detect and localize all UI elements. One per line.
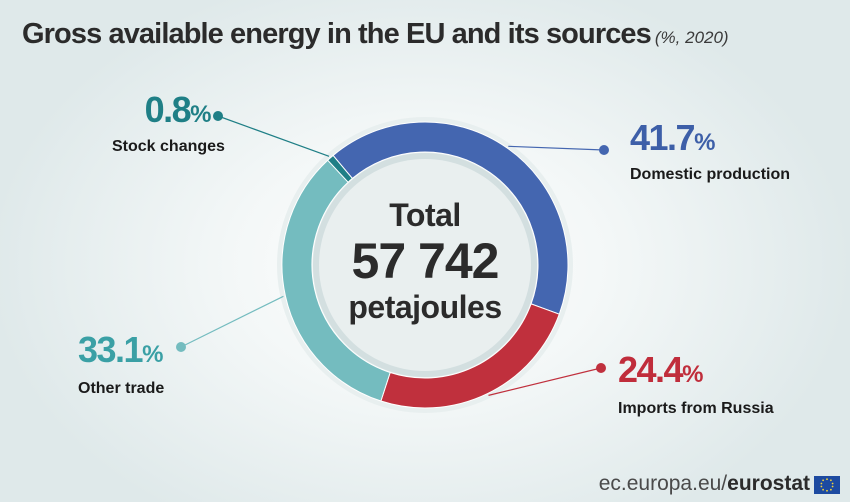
source-brand: eurostat: [727, 472, 810, 495]
chart-header: Gross available energy in the EU and its…: [22, 18, 729, 51]
center-total-unit: petajoules: [348, 289, 502, 325]
imports-from-russia-percent: 24.4%: [618, 352, 774, 393]
stock-changes-name: Stock changes: [112, 138, 225, 155]
center-total-label: Total: [389, 197, 461, 233]
leader-line-imports-from-russia: [488, 367, 602, 396]
domestic-production-name: Domestic production: [630, 166, 791, 183]
source-site: ec.europa.eu/: [598, 472, 728, 495]
leader-dot-other-trade: [176, 342, 186, 352]
stock-changes-percent-sign: %: [190, 101, 211, 128]
domestic-production-value: 41.7: [630, 117, 696, 158]
imports-from-russia-percent-sign: %: [682, 361, 703, 388]
leader-dot-stock-changes: [213, 111, 223, 121]
other-trade-value: 33.1: [78, 329, 144, 370]
label-stock-changes: 0.8% Stock changes: [112, 89, 225, 157]
donut-center-label: Total 57 742 petajoules: [290, 196, 560, 326]
leader-lines: [176, 111, 609, 396]
domestic-production-percent: 41.7%: [630, 120, 790, 161]
other-trade-percent: 33.1%: [78, 332, 164, 373]
donut-base: [277, 117, 573, 413]
other-trade-percent-sign: %: [142, 341, 163, 368]
donut-slice-stock-changes: [326, 154, 354, 183]
donut-center-disc: [319, 159, 531, 371]
stock-changes-value: 0.8: [144, 89, 192, 130]
label-other-trade: 33.1% Other trade: [78, 332, 164, 399]
stock-changes-percent: 0.8%: [112, 89, 212, 133]
label-imports-from-russia: 24.4% Imports from Russia: [618, 352, 774, 419]
center-total-value: 57 742: [351, 233, 500, 289]
leader-dot-domestic-production: [599, 145, 609, 155]
leader-line-other-trade: [180, 295, 284, 348]
imports-from-russia-value: 24.4: [618, 349, 684, 390]
leader-dot-imports-from-russia: [596, 363, 606, 373]
domestic-production-percent-sign: %: [694, 129, 715, 156]
chart-subtitle: (%, 2020): [654, 28, 729, 47]
source-credit: ec.europa.eu/eurostat: [599, 472, 810, 496]
imports-from-russia-name: Imports from Russia: [618, 400, 774, 417]
chart-title: Gross available energy in the EU and its…: [22, 18, 652, 50]
leader-line-stock-changes: [217, 115, 330, 157]
donut-segments: [281, 121, 569, 409]
label-domestic-production: 41.7% Domestic production: [630, 120, 790, 185]
other-trade-name: Other trade: [78, 380, 165, 397]
eu-flag-icon: [814, 476, 840, 494]
leader-line-domestic-production: [508, 145, 605, 151]
